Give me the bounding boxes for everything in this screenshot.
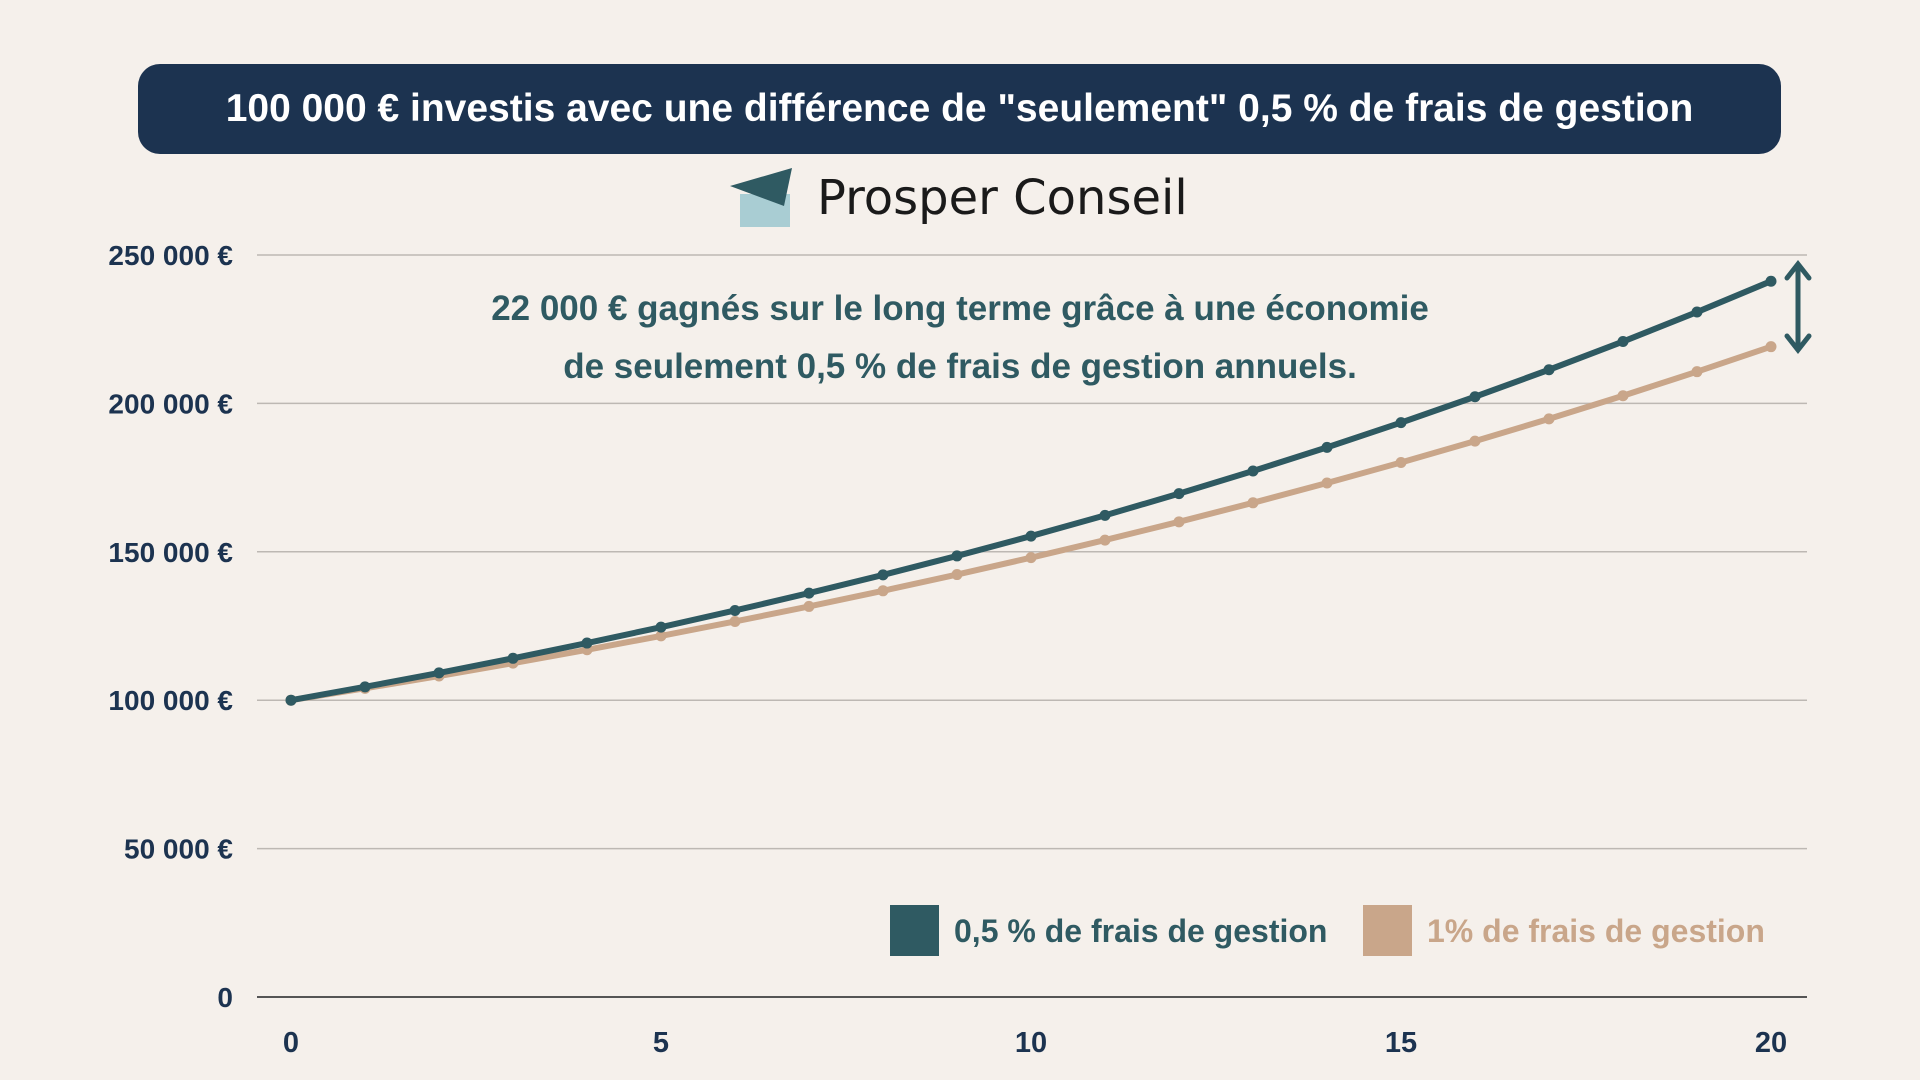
- legend-swatch-0: [890, 905, 939, 956]
- data-point: [1469, 435, 1481, 447]
- data-point: [655, 621, 667, 633]
- data-point: [1173, 488, 1185, 500]
- data-point: [1025, 530, 1037, 542]
- y-tick-label: 100 000 €: [108, 685, 233, 716]
- data-point: [1099, 534, 1111, 546]
- annotation-line-1: 22 000 € gagnés sur le long terme grâce …: [491, 289, 1429, 328]
- legend-swatch-1: [1363, 905, 1412, 956]
- data-point: [951, 550, 963, 562]
- data-point: [803, 587, 815, 599]
- data-point: [1765, 341, 1777, 353]
- data-point: [359, 681, 371, 693]
- series-line: [290, 343, 1772, 704]
- legend-label-0: 0,5 % de frais de gestion: [954, 913, 1328, 949]
- data-point: [1099, 509, 1111, 521]
- data-point: [1247, 497, 1259, 509]
- data-point: [1691, 306, 1703, 318]
- y-tick-label: 250 000 €: [108, 240, 233, 271]
- data-point: [951, 569, 963, 581]
- brand-name: Prosper Conseil: [817, 170, 1188, 226]
- data-point: [1765, 275, 1777, 287]
- data-point: [1321, 477, 1333, 489]
- data-point: [729, 615, 741, 627]
- x-tick-label: 10: [1015, 1027, 1047, 1059]
- data-point: [1469, 391, 1481, 403]
- data-point: [1395, 417, 1407, 429]
- x-tick-label: 5: [653, 1027, 669, 1059]
- data-point: [1691, 366, 1703, 378]
- difference-arrow: [1784, 259, 1812, 355]
- data-point: [1395, 456, 1407, 468]
- x-tick-label: 15: [1385, 1027, 1417, 1059]
- y-tick-label: 200 000 €: [108, 388, 233, 419]
- data-point: [1173, 516, 1185, 528]
- chart-title: 100 000 € investis avec une différence d…: [138, 64, 1781, 154]
- x-tick-label: 20: [1755, 1027, 1787, 1059]
- data-point: [581, 637, 593, 649]
- y-tick-label: 150 000 €: [108, 537, 233, 568]
- y-tick-label: 50 000 €: [124, 834, 233, 865]
- annotation: 22 000 € gagnés sur le long terme grâce …: [360, 280, 1560, 396]
- data-point: [1617, 336, 1629, 348]
- data-point: [877, 569, 889, 581]
- data-point: [1543, 364, 1555, 376]
- data-point: [655, 630, 667, 642]
- data-point: [803, 600, 815, 612]
- y-tick-label: 0: [217, 982, 233, 1013]
- data-point: [1247, 465, 1259, 477]
- legend-label-1: 1% de frais de gestion: [1427, 913, 1765, 949]
- data-point: [507, 652, 519, 664]
- data-point: [729, 604, 741, 616]
- data-point: [1321, 441, 1333, 453]
- data-point: [285, 694, 297, 706]
- data-point: [433, 667, 445, 679]
- data-point: [877, 585, 889, 597]
- x-tick-label: 0: [283, 1027, 299, 1059]
- annotation-line-2: de seulement 0,5 % de frais de gestion a…: [563, 347, 1357, 386]
- paper-plane-logo: [730, 168, 792, 227]
- data-point: [1025, 552, 1037, 564]
- data-point: [1543, 413, 1555, 425]
- data-point: [1617, 390, 1629, 402]
